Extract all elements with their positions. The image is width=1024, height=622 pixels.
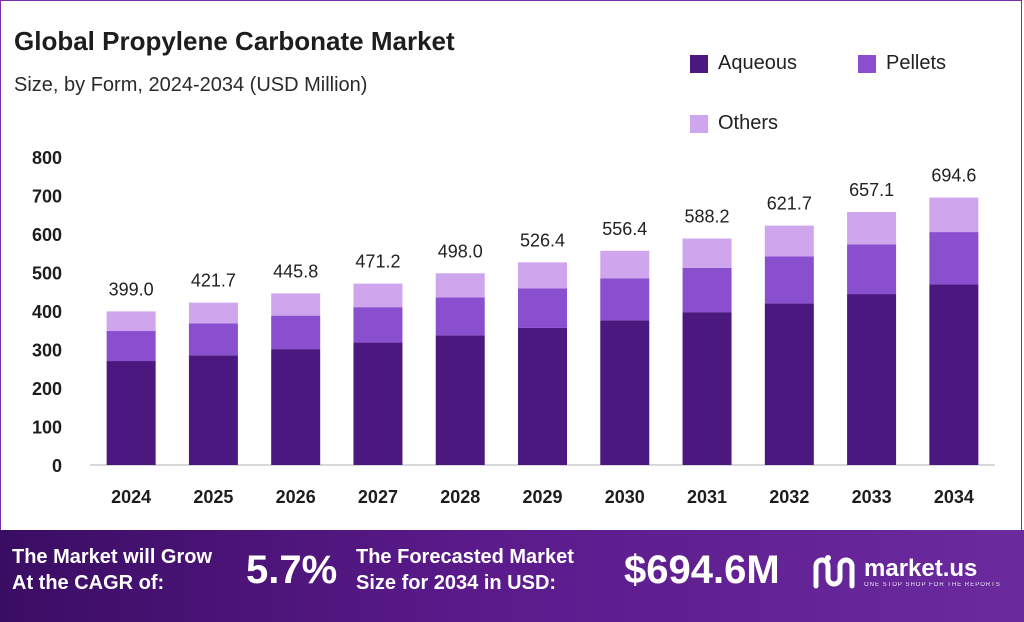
stacked-bar-chart: 0 100 200 300 400 500 600 700 800 399.0 2024 421.7 2… bbox=[32, 148, 995, 507]
footer-banner: The Market will Grow At the CAGR of: 5.7… bbox=[0, 530, 1024, 622]
y-tick-label: 300 bbox=[32, 341, 62, 361]
chart-subtitle: Size, by Form, 2024-2034 (USD Million) bbox=[14, 74, 368, 96]
bar-aqueous-2029 bbox=[518, 327, 567, 465]
legend-item-others: Others bbox=[690, 112, 778, 135]
bar-pellets-2028 bbox=[435, 297, 485, 336]
bar-total-label: 588.2 bbox=[685, 207, 730, 227]
cagr-caption: The Market will Grow At the CAGR of: bbox=[12, 544, 212, 596]
bar-aqueous-2031 bbox=[682, 312, 732, 465]
bar-pellets-2032 bbox=[764, 256, 814, 304]
bar-others-2031 bbox=[682, 238, 732, 268]
bar-aqueous-2032 bbox=[764, 303, 814, 465]
x-tick-label: 2034 bbox=[934, 487, 974, 507]
cagr-value: 5.7% bbox=[246, 548, 338, 592]
y-tick-label: 0 bbox=[52, 456, 62, 476]
bar-aqueous-2033 bbox=[847, 294, 897, 465]
legend-item-pellets: Pellets bbox=[858, 52, 946, 75]
bar-total-label: 445.8 bbox=[273, 261, 318, 281]
y-tick-label: 100 bbox=[32, 418, 62, 438]
bar-pellets-2030 bbox=[600, 278, 650, 321]
legend-item-aqueous: Aqueous bbox=[690, 52, 797, 75]
bar-others-2025 bbox=[188, 302, 238, 324]
bar-pellets-2029 bbox=[518, 288, 567, 328]
legend-swatch-pellets bbox=[858, 54, 876, 73]
bar-pellets-2031 bbox=[682, 267, 732, 313]
y-tick-label: 400 bbox=[32, 302, 62, 322]
bar-others-2030 bbox=[600, 250, 650, 279]
bar-pellets-2025 bbox=[188, 323, 238, 356]
legend-swatch-others bbox=[690, 114, 708, 133]
x-tick-label: 2032 bbox=[769, 487, 809, 507]
x-tick-label: 2027 bbox=[358, 487, 398, 507]
bar-others-2024 bbox=[106, 311, 156, 332]
bar-aqueous-2028 bbox=[435, 335, 485, 465]
legend-swatch-aqueous bbox=[690, 54, 708, 73]
forecast-caption-line1: The Forecasted Market bbox=[356, 546, 574, 568]
bar-aqueous-2025 bbox=[188, 355, 238, 465]
bar-others-2027 bbox=[353, 283, 403, 308]
forecast-caption: The Forecasted Market Size for 2034 in U… bbox=[356, 544, 574, 596]
bar-aqueous-2027 bbox=[353, 342, 403, 465]
brand: market.us ONE STOP SHOP FOR THE REPORTS bbox=[812, 552, 1001, 592]
bar-total-label: 471.2 bbox=[355, 252, 400, 272]
bar-pellets-2034 bbox=[929, 232, 979, 285]
bar-others-2034 bbox=[929, 197, 979, 233]
bar-aqueous-2030 bbox=[600, 320, 650, 465]
x-tick-label: 2024 bbox=[111, 487, 151, 507]
chart-title: Global Propylene Carbonate Market bbox=[14, 26, 455, 56]
x-tick-label: 2026 bbox=[276, 487, 316, 507]
bar-total-label: 621.7 bbox=[767, 194, 812, 214]
bar-aqueous-2024 bbox=[106, 361, 156, 465]
y-tick-label: 200 bbox=[32, 379, 62, 399]
x-tick-label: 2028 bbox=[440, 487, 480, 507]
legend-label-aqueous: Aqueous bbox=[718, 52, 797, 74]
bar-pellets-2024 bbox=[106, 331, 156, 362]
legend-label-others: Others bbox=[718, 112, 779, 134]
y-tick-label: 800 bbox=[32, 148, 62, 168]
forecast-caption-line2: Size for 2034 in USD: bbox=[356, 572, 557, 594]
x-tick-label: 2031 bbox=[687, 487, 727, 507]
x-tick-label: 2030 bbox=[605, 487, 645, 507]
y-tick-label: 500 bbox=[32, 264, 62, 284]
bar-others-2033 bbox=[847, 212, 897, 245]
bar-pellets-2033 bbox=[847, 244, 897, 295]
bar-total-label: 694.6 bbox=[931, 166, 976, 186]
bar-total-label: 556.4 bbox=[602, 219, 647, 239]
x-tick-label: 2033 bbox=[852, 487, 892, 507]
market-us-logo-icon bbox=[813, 555, 855, 589]
brand-tagline: ONE STOP SHOP FOR THE REPORTS bbox=[864, 582, 1001, 588]
y-tick-label: 700 bbox=[32, 187, 62, 207]
x-tick-label: 2029 bbox=[522, 487, 562, 507]
bar-total-label: 498.0 bbox=[438, 241, 483, 261]
bar-total-label: 526.4 bbox=[520, 230, 565, 250]
y-tick-label: 600 bbox=[32, 225, 62, 245]
bar-others-2026 bbox=[271, 293, 321, 316]
bar-total-label: 657.1 bbox=[849, 180, 894, 200]
bar-pellets-2027 bbox=[353, 307, 403, 343]
brand-name: market.us bbox=[864, 555, 978, 582]
bar-aqueous-2034 bbox=[929, 284, 979, 465]
cagr-caption-line1: The Market will Grow bbox=[12, 546, 213, 568]
bar-pellets-2026 bbox=[271, 315, 321, 350]
bar-others-2029 bbox=[518, 262, 567, 289]
bar-others-2028 bbox=[435, 273, 485, 298]
forecast-value: $694.6M bbox=[624, 548, 780, 592]
bar-total-label: 421.7 bbox=[191, 271, 236, 291]
legend-label-pellets: Pellets bbox=[886, 52, 947, 74]
bar-aqueous-2026 bbox=[271, 349, 321, 465]
bar-total-label: 399.0 bbox=[109, 279, 154, 299]
x-tick-label: 2025 bbox=[193, 487, 233, 507]
cagr-caption-line2: At the CAGR of: bbox=[12, 572, 165, 594]
bar-others-2032 bbox=[764, 225, 814, 257]
